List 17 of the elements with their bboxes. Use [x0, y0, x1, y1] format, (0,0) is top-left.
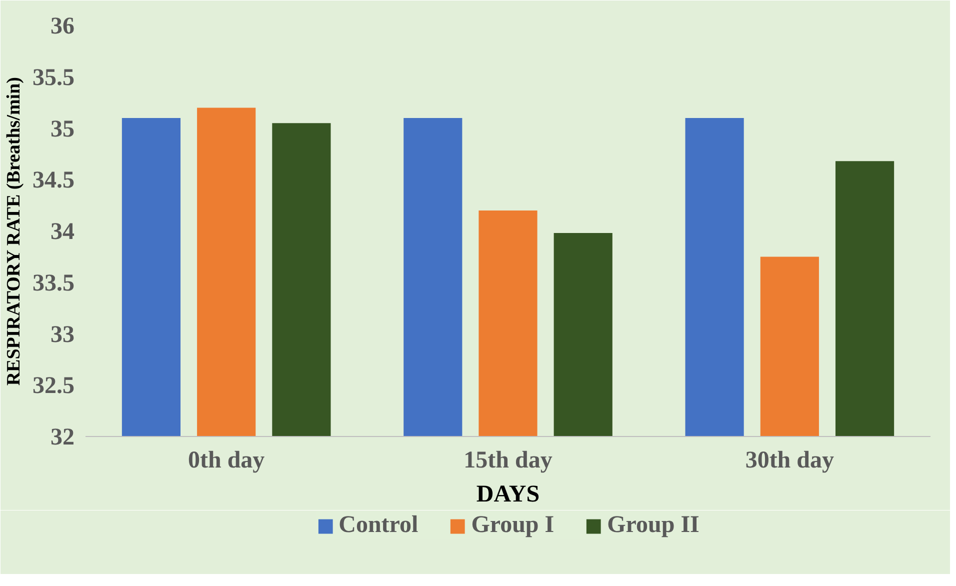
legend-label: Control — [338, 512, 418, 539]
legend-label: Group I — [471, 512, 554, 539]
y-tick-label: 35.5 — [32, 64, 74, 91]
y-tick-label: 32 — [50, 424, 74, 450]
x-tick-label: 15th day — [464, 448, 552, 474]
y-tick-label: 33 — [50, 322, 74, 348]
y-axis-title: RESPIRATORY RATE (Breaths/min) — [4, 77, 24, 386]
y-tick-label: 34.5 — [32, 168, 74, 194]
y-tick-label: 36 — [50, 14, 74, 40]
y-tick-label: 34 — [50, 219, 74, 245]
x-tick-label: 0th day — [188, 448, 265, 474]
y-tick-label: 33.5 — [32, 270, 74, 296]
x-tick-label: 30th day — [745, 448, 834, 474]
y-tick-label: 32.5 — [32, 373, 74, 400]
y-tick-label: 35 — [50, 116, 74, 142]
legend-label: Group II — [607, 512, 700, 539]
x-axis-title: DAYS — [476, 482, 540, 508]
